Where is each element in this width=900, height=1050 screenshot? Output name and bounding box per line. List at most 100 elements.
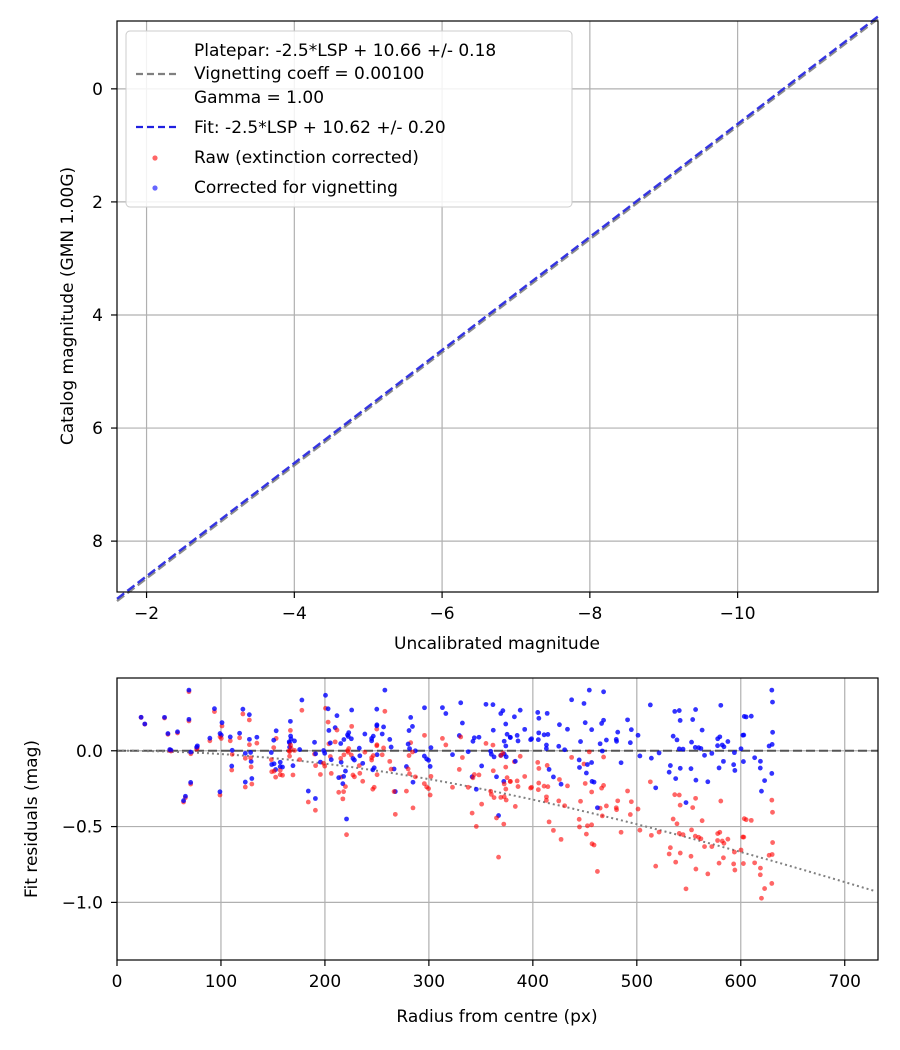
- residual-corrected-point: [546, 767, 552, 772]
- residual-raw-point: [404, 788, 409, 794]
- residual-corrected-point: [312, 796, 318, 801]
- residual-corrected-point: [188, 780, 194, 785]
- residual-corrected-point: [718, 702, 724, 708]
- residual-raw-point: [591, 842, 597, 848]
- residual-raw-point: [709, 844, 715, 850]
- bottom-x-tick-label: 400: [517, 972, 549, 992]
- residual-corrected-point: [186, 687, 192, 693]
- residual-corrected-point: [407, 746, 412, 751]
- residual-raw-point: [246, 717, 252, 723]
- residual-raw-point: [545, 784, 551, 790]
- residual-corrected-point: [627, 740, 633, 746]
- residual-raw-point: [715, 838, 720, 843]
- residual-corrected-point: [683, 800, 689, 805]
- residual-raw-point: [680, 832, 686, 838]
- residual-raw-point: [341, 752, 347, 758]
- bottom-y-tick-label: 0.0: [76, 742, 103, 762]
- residual-raw-point: [544, 763, 550, 768]
- residual-corrected-point: [522, 726, 528, 732]
- bottom-x-tick-label: 700: [829, 972, 861, 992]
- residual-raw-point: [770, 809, 775, 815]
- residual-raw-point: [517, 753, 523, 759]
- residual-corrected-point: [194, 744, 200, 750]
- residual-raw-point: [565, 783, 570, 789]
- residual-raw-point: [458, 734, 464, 740]
- residual-corrected-point: [323, 692, 328, 698]
- residual-raw-point: [388, 766, 394, 772]
- residual-raw-point: [656, 829, 662, 835]
- residual-corrected-point: [515, 738, 521, 744]
- residual-corrected-point: [517, 707, 523, 713]
- bottom-x-tick-label: 100: [205, 972, 237, 992]
- residual-corrected-point: [374, 706, 380, 712]
- residual-corrected-point: [743, 714, 749, 720]
- residual-corrected-point: [512, 758, 518, 764]
- residual-raw-point: [522, 774, 528, 779]
- residual-corrected-point: [374, 752, 380, 758]
- residual-raw-point: [515, 784, 521, 789]
- bottom-y-tick-label: −0.5: [62, 818, 103, 838]
- residual-raw-point: [637, 827, 643, 833]
- residual-raw-point: [670, 816, 676, 822]
- residual-corrected-point: [507, 734, 513, 740]
- residual-raw-point: [676, 792, 682, 798]
- residual-corrected-point: [716, 765, 722, 771]
- residual-corrected-point: [165, 731, 171, 736]
- residual-corrected-point: [356, 745, 362, 751]
- residual-raw-point: [405, 766, 411, 772]
- residual-raw-point: [247, 742, 252, 748]
- residual-corrected-point: [769, 687, 775, 693]
- residual-corrected-point: [738, 746, 744, 752]
- residual-raw-point: [374, 772, 380, 778]
- residual-raw-point: [387, 758, 393, 764]
- residual-corrected-point: [613, 737, 619, 742]
- residual-corrected-point: [769, 771, 775, 776]
- residual-raw-point: [443, 742, 449, 748]
- residual-raw-point: [536, 766, 542, 771]
- residual-corrected-point: [667, 763, 673, 768]
- residual-corrected-point: [207, 735, 213, 741]
- residual-raw-point: [219, 723, 225, 729]
- residual-corrected-point: [271, 737, 277, 743]
- residual-raw-point: [313, 763, 319, 769]
- residual-corrected-point: [576, 757, 582, 763]
- residual-corrected-point: [422, 705, 427, 711]
- residual-corrected-point: [490, 727, 496, 733]
- top-y-tick-label: 4: [92, 306, 103, 326]
- residual-raw-point: [465, 784, 471, 790]
- residual-raw-point: [717, 829, 723, 835]
- residual-raw-point: [759, 895, 764, 901]
- residual-raw-point: [627, 812, 633, 817]
- residual-raw-point: [740, 834, 746, 840]
- residual-corrected-point: [577, 765, 582, 770]
- residual-corrected-point: [585, 762, 590, 767]
- legend-platepar-line2: Vignetting coeff = 0.00100: [194, 64, 424, 84]
- residual-corrected-point: [498, 711, 504, 716]
- residual-raw-point: [762, 886, 768, 891]
- residual-raw-point: [299, 707, 305, 713]
- residual-corrected-point: [490, 702, 496, 708]
- residual-raw-point: [677, 850, 683, 856]
- bottom-x-tick-label: 500: [621, 972, 653, 992]
- residual-raw-point: [374, 743, 380, 749]
- residual-raw-point: [683, 886, 689, 892]
- residual-raw-point: [672, 792, 678, 798]
- residual-raw-point: [544, 794, 549, 800]
- residual-corrected-point: [666, 769, 672, 775]
- residual-raw-point: [615, 798, 621, 804]
- residual-corrected-point: [488, 748, 494, 754]
- residual-corrected-point: [338, 741, 344, 746]
- residual-corrected-point: [406, 728, 412, 733]
- bottom-x-tick-label: 600: [725, 972, 757, 992]
- residual-raw-point: [237, 735, 242, 741]
- residual-corrected-point: [732, 768, 738, 773]
- residual-raw-point: [312, 807, 318, 813]
- residual-raw-point: [557, 777, 562, 782]
- residual-raw-point: [229, 751, 235, 757]
- residual-corrected-point: [581, 701, 587, 706]
- residual-corrected-point: [677, 765, 683, 771]
- residual-corrected-point: [589, 727, 595, 733]
- residual-raw-point: [625, 788, 630, 794]
